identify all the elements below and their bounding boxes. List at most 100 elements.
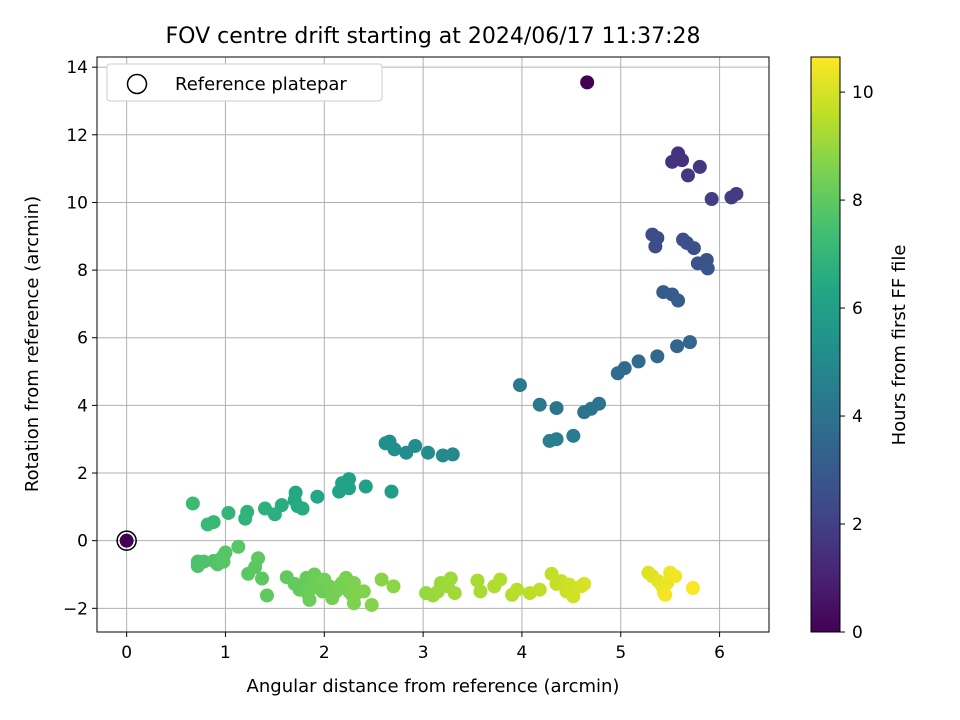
data-point [671,293,686,308]
data-point [473,584,488,599]
x-axis-label: Angular distance from reference (arcmin) [247,676,620,697]
data-point [610,366,625,381]
data-point [532,397,547,412]
data-point [682,335,697,350]
colorbar-tick-label: 4 [852,407,863,427]
data-point [384,484,399,499]
y-tick-label: 4 [77,396,88,416]
data-point [378,436,393,451]
data-point [302,592,317,607]
data-point [447,586,462,601]
x-tick-label: 5 [615,643,626,663]
y-tick-label: 14 [66,58,88,78]
x-tick-label: 3 [418,643,429,663]
data-point [512,378,527,393]
data-point [421,445,436,460]
data-point [470,573,485,588]
x-axis-ticks: 0 1 2 3 4 5 6 [121,632,725,663]
y-tick-label: 0 [77,532,88,552]
data-point [310,489,325,504]
data-point [577,405,592,420]
colorbar-tick-label: 2 [852,515,863,535]
colorbar-tick-label: 6 [852,299,863,319]
colorbar-label: Hours from first FF file [889,245,910,446]
colorbar-gradient [810,56,841,633]
data-point [295,501,310,516]
legend-box [106,63,383,102]
data-point [700,261,715,276]
data-point [668,569,683,584]
data-point [216,554,231,569]
data-point [692,159,707,174]
data-point [185,496,200,511]
data-point [532,582,547,597]
colorbar-tick-label: 10 [852,83,874,103]
legend: Reference platepar [106,63,383,102]
y-tick-label: 6 [77,329,88,349]
data-point [399,445,414,460]
data-point [680,168,695,183]
data-point [358,479,373,494]
data-point [729,186,744,201]
data-point [566,428,581,443]
x-tick-label: 4 [517,643,528,663]
data-point [493,572,508,587]
data-point [238,511,253,526]
colorbar-tick-label: 0 [852,623,863,643]
y-tick-label: 10 [66,193,88,213]
grid [97,57,769,632]
colorbar: 0 2 4 6 8 10 Hours from first FF file [810,56,910,643]
data-point [580,75,595,90]
data-point [549,401,564,416]
data-point [566,589,581,604]
data-point [650,349,665,364]
data-point [542,433,557,448]
y-tick-label: 8 [77,261,88,281]
data-point [386,579,401,594]
data-point [686,241,701,256]
y-axis-ticks: −2 0 2 4 6 8 10 12 14 [63,58,97,619]
data-point [221,505,236,520]
data-point [443,571,458,586]
x-tick-label: 0 [121,643,132,663]
reference-marker [116,530,137,551]
data-point [374,572,389,587]
data-point [200,517,215,532]
data-point [577,576,592,591]
y-tick-label: 2 [77,464,88,484]
y-tick-label: 12 [66,126,88,146]
data-point [685,581,700,596]
plot-frame [96,56,770,633]
data-point [332,484,347,499]
data-point [648,239,663,254]
reference-point [119,533,134,548]
colorbar-ticks: 0 2 4 6 8 10 [840,83,874,643]
data-point [259,588,274,603]
data-point [658,587,673,602]
data-point [356,584,371,599]
data-point [258,501,272,516]
data-point [435,448,450,463]
y-tick-label: −2 [63,599,88,619]
x-tick-label: 2 [319,643,330,663]
x-tick-label: 6 [714,643,725,663]
colorbar-tick-label: 8 [852,191,863,211]
data-point [631,354,646,369]
x-tick-label: 1 [220,643,231,663]
data-point [670,339,685,354]
data-point [346,596,361,611]
data-point [231,539,246,554]
legend-marker [126,73,148,95]
chart-title: FOV centre drift starting at 2024/06/17 … [166,24,701,49]
y-axis-label: Rotation from reference (arcmin) [22,196,43,492]
data-point [510,582,524,597]
data-point [251,551,266,566]
data-point [364,597,379,612]
scatter-points [116,75,744,612]
data-point [255,571,270,586]
data-point [562,577,577,592]
data-point [704,192,719,207]
data-point [675,153,690,168]
legend-entry: Reference platepar [175,74,347,95]
